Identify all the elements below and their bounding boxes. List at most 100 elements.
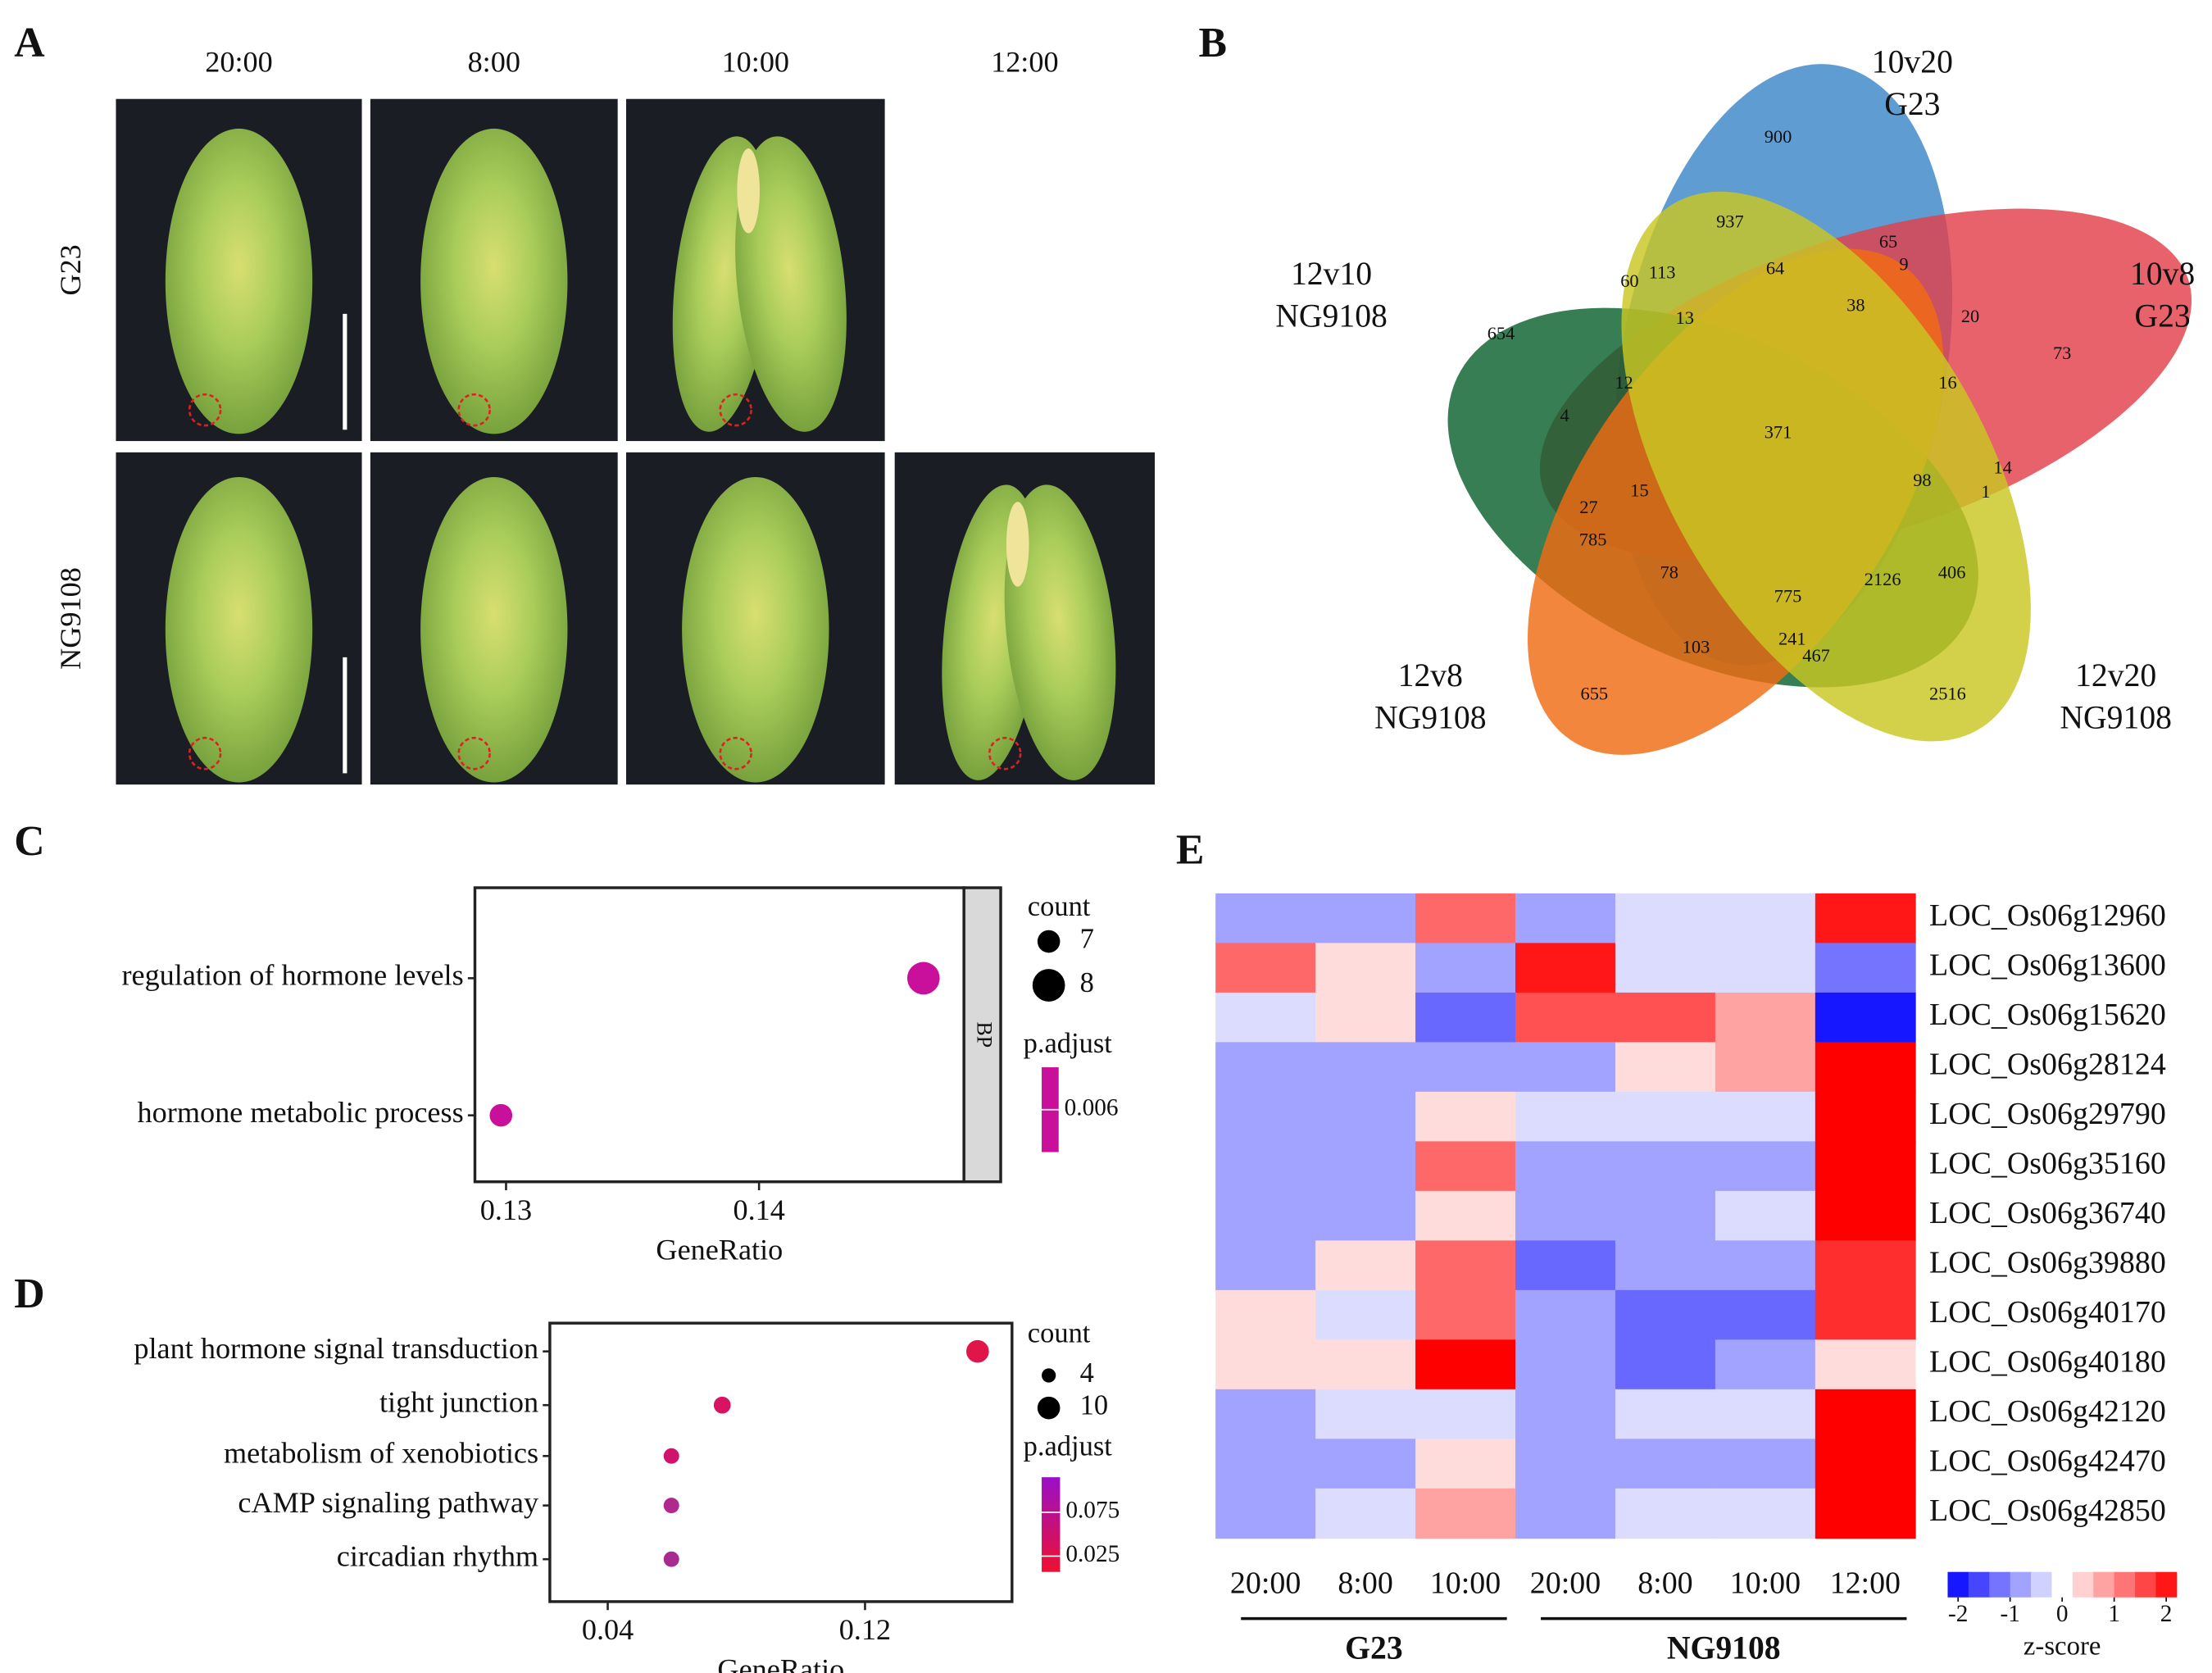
heat-cell: [1415, 1240, 1516, 1291]
dot: [663, 1448, 679, 1464]
column-label: 10:00: [722, 46, 789, 79]
row-label: LOC_Os06g35160: [1929, 1146, 2166, 1180]
heat-cell: [1415, 1439, 1516, 1489]
seed: [165, 477, 313, 783]
plot-frame: [548, 1321, 1014, 1603]
heat-cell: [1315, 992, 1416, 1043]
heat-cell: [1415, 1091, 1516, 1143]
heat-cell: [1715, 1289, 1816, 1341]
row-label: LOC_Os06g15620: [1929, 998, 2166, 1032]
colorbar-segment: [1989, 1571, 2011, 1598]
region-count: 15: [1630, 480, 1648, 500]
heat-cell: [1515, 1339, 1616, 1390]
plot-frame: [473, 886, 965, 1184]
heat-cell: [1515, 1141, 1616, 1192]
set-label: 12v10 NG9108: [1275, 256, 1388, 334]
colorbar-segment: [2093, 1571, 2115, 1598]
size-key: [1037, 930, 1061, 953]
heat-cell: [1815, 1289, 1916, 1341]
colorbar-segment: [1968, 1571, 1990, 1598]
heat-cell: [1215, 1042, 1316, 1093]
heat-cell: [1315, 1289, 1416, 1341]
colorbar-segment: [2114, 1571, 2136, 1598]
row-label: LOC_Os06g42850: [1929, 1493, 2166, 1528]
legend-title: p.adjust: [1024, 1431, 1113, 1462]
set-label: 10v8 G23: [2130, 256, 2195, 334]
heat-cell: [1715, 1488, 1816, 1539]
legend-title: p.adjust: [1024, 1028, 1113, 1059]
region-count: 78: [1660, 561, 1678, 582]
heat-cell: [1815, 1190, 1916, 1242]
heat-cell: [1415, 1339, 1516, 1390]
column-label: 8:00: [468, 46, 520, 79]
region-count: 12: [1615, 372, 1633, 393]
heat-cell: [1715, 893, 1816, 944]
heat-cell: [1715, 1042, 1816, 1093]
heat-cell: [1215, 1488, 1316, 1539]
region-count: 2516: [1929, 684, 1966, 704]
heat-cell: [1615, 1141, 1716, 1192]
colorbar-tick-label: 1: [2108, 1601, 2120, 1627]
heat-cell: [1315, 1439, 1416, 1489]
x-tick-label: 0.14: [733, 1193, 784, 1226]
region-count: 113: [1649, 262, 1676, 283]
region-count: 73: [2053, 343, 2071, 363]
heat-cell: [1715, 1190, 1816, 1242]
region-count: 98: [1913, 470, 1931, 490]
panel-label: E: [1176, 827, 1205, 874]
heat-cell: [1315, 893, 1416, 944]
colorbar-tick-label: 2: [2160, 1601, 2173, 1627]
heat-cell: [1515, 1439, 1616, 1489]
y-tick-label: cAMP signaling pathway: [238, 1486, 538, 1519]
colorbar: [1042, 1477, 1061, 1572]
marker: [188, 393, 222, 427]
region-count: 937: [1716, 211, 1744, 232]
heat-cell: [1315, 1042, 1416, 1093]
heat-cell: [1415, 992, 1516, 1043]
size-key-label: 10: [1080, 1390, 1108, 1421]
heat-cell: [1815, 992, 1916, 1043]
group-label: G23: [1345, 1630, 1403, 1666]
heat-cell: [1615, 1389, 1716, 1440]
heat-cell: [1615, 1042, 1716, 1093]
region-count: 60: [1620, 270, 1638, 291]
marker: [188, 736, 222, 771]
panel-label: B: [1198, 20, 1227, 66]
heat-cell: [1715, 1091, 1816, 1143]
marker: [719, 736, 752, 771]
set-label: 12v20 NG9108: [2060, 657, 2172, 736]
region-count: 785: [1579, 530, 1607, 550]
glume: [735, 136, 847, 432]
colorbar-segment: [2031, 1571, 2052, 1598]
heat-cell: [1415, 1190, 1516, 1242]
x-tick-label: 0.04: [582, 1613, 634, 1646]
heat-cell: [1815, 893, 1916, 944]
heat-cell: [1715, 943, 1816, 993]
seed: [420, 128, 568, 434]
heat-cell: [1515, 1091, 1616, 1143]
heat-cell: [1815, 1240, 1916, 1291]
heat-cell: [1515, 893, 1616, 944]
y-tick-label: plant hormone signal transduction: [134, 1332, 538, 1365]
heat-cell: [1815, 1488, 1916, 1539]
anther: [737, 148, 760, 234]
colorbar-segment: [2135, 1571, 2156, 1598]
x-tick-label: 0.12: [839, 1613, 891, 1646]
heat-cell: [1315, 1190, 1416, 1242]
set-label: 12v8 NG9108: [1374, 657, 1487, 736]
facet-strip: [962, 886, 1002, 1184]
heat-cell: [1315, 1339, 1416, 1390]
heat-cell: [1615, 943, 1716, 993]
heat-cell: [1215, 1389, 1316, 1440]
marker: [457, 393, 491, 427]
heat-cell: [1615, 893, 1716, 944]
heat-cell: [1215, 1339, 1316, 1390]
size-key: [1042, 1368, 1056, 1383]
colorbar-tick-label: 0: [2056, 1601, 2069, 1627]
region-count: 65: [1879, 231, 1897, 252]
region-count: 371: [1765, 422, 1792, 443]
heat-cell: [1615, 1488, 1716, 1539]
x-axis-label: GeneRatio: [717, 1653, 844, 1673]
colorbar-tick-label: -2: [1948, 1601, 1968, 1627]
